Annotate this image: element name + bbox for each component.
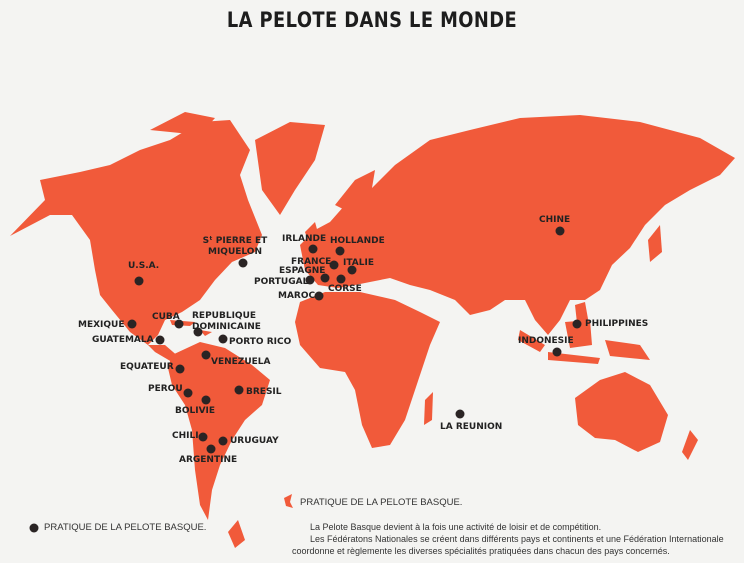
label-espagne: ESPAGNE [279, 266, 326, 276]
label-porto-rico: PORTO RICO [229, 337, 292, 347]
dot-venezuela [201, 350, 211, 360]
japan [648, 225, 662, 262]
south-america [168, 342, 270, 520]
label-maroc: MAROC [278, 291, 316, 301]
dot-corse [336, 274, 346, 284]
dot-uruguay [218, 436, 228, 446]
british-isles [305, 222, 320, 246]
description-line-2: Les Fédératons Nationales se créent dans… [292, 534, 724, 556]
north-america [10, 120, 262, 345]
dot-italie [347, 265, 357, 275]
dot-equateur [175, 364, 185, 374]
label-bolivie: BOLIVIE [175, 406, 216, 416]
label-perou: PEROU [148, 384, 183, 394]
legend-land-label: PRATIQUE DE LA PELOTE BASQUE. [300, 497, 463, 508]
scandinavia [335, 170, 375, 215]
dot-perou [183, 388, 193, 398]
description-line-1: La Pelote Basque devient à la fois une a… [310, 522, 602, 532]
dot-guatemala [155, 335, 165, 345]
indonesia [518, 320, 650, 364]
label-st-pierre: Sᵗ PIERRE ET MIQUELON [202, 236, 268, 257]
canadian-islands [150, 112, 215, 172]
dot-maroc [314, 291, 324, 301]
label-chili: CHILI [172, 431, 199, 441]
greenland [255, 122, 325, 215]
label-la-reunion: LA REUNION [440, 422, 503, 432]
landmasses [10, 112, 735, 548]
dot-st-pierre [238, 258, 248, 268]
dot-espagne [320, 273, 330, 283]
label-portugal: PORTUGAL [254, 277, 309, 287]
dot-usa [134, 276, 144, 286]
label-philippines: PHILIPPINES [585, 319, 649, 329]
label-hollande: HOLLANDE [330, 236, 385, 246]
madagascar [424, 392, 433, 425]
dot-chili [198, 432, 208, 442]
dot-rep-dom [193, 327, 203, 337]
label-mexique: MEXIQUE [78, 320, 125, 330]
label-indonesie: INDONESIE [518, 336, 574, 346]
legend-dot-label: PRATIQUE DE LA PELOTE BASQUE. [44, 522, 207, 533]
dot-cuba [174, 319, 184, 329]
map-title: LA PELOTE DANS LE MONDE [226, 8, 518, 32]
label-bresil: BRESIL [246, 387, 282, 397]
label-corse: CORSE [328, 284, 362, 294]
label-chine: CHINE [539, 215, 571, 225]
label-equateur: EQUATEUR [120, 362, 174, 372]
dot-la-reunion [455, 409, 465, 419]
dot-porto-rico [218, 334, 228, 344]
legend-dot [29, 523, 39, 533]
label-rep-dom: REPUBLIQUE DOMINICAINE [192, 311, 261, 332]
legend-land-swatch [284, 494, 293, 508]
antarctic-fragment [228, 520, 245, 548]
label-guatemala: GUATEMALA [92, 335, 154, 345]
dot-france [329, 260, 339, 270]
africa [295, 292, 440, 448]
dot-portugal [305, 275, 315, 285]
new-zealand [682, 430, 698, 460]
label-irlande: IRLANDE [282, 234, 327, 244]
label-venezuela: VENEZUELA [211, 357, 271, 367]
label-usa: U.S.A. [128, 261, 160, 271]
dot-bolivie [201, 395, 211, 405]
label-cuba: CUBA [152, 312, 180, 322]
australia [575, 372, 668, 452]
location-dots [29, 226, 582, 533]
dot-philippines [572, 319, 582, 329]
dot-argentine [206, 444, 216, 454]
label-argentine: ARGENTINE [179, 455, 238, 465]
description: La Pelote Basque devient à la fois une a… [292, 521, 742, 557]
dot-mexique [127, 319, 137, 329]
dot-hollande [335, 246, 345, 256]
dot-chine [555, 226, 565, 236]
label-france: FRANCE [291, 257, 332, 267]
dot-indonesie [552, 347, 562, 357]
eurasia [300, 115, 735, 335]
dot-bresil [234, 385, 244, 395]
label-italie: ITALIE [343, 258, 374, 268]
label-uruguay: URUGUAY [230, 436, 279, 446]
dot-irlande [308, 244, 318, 254]
